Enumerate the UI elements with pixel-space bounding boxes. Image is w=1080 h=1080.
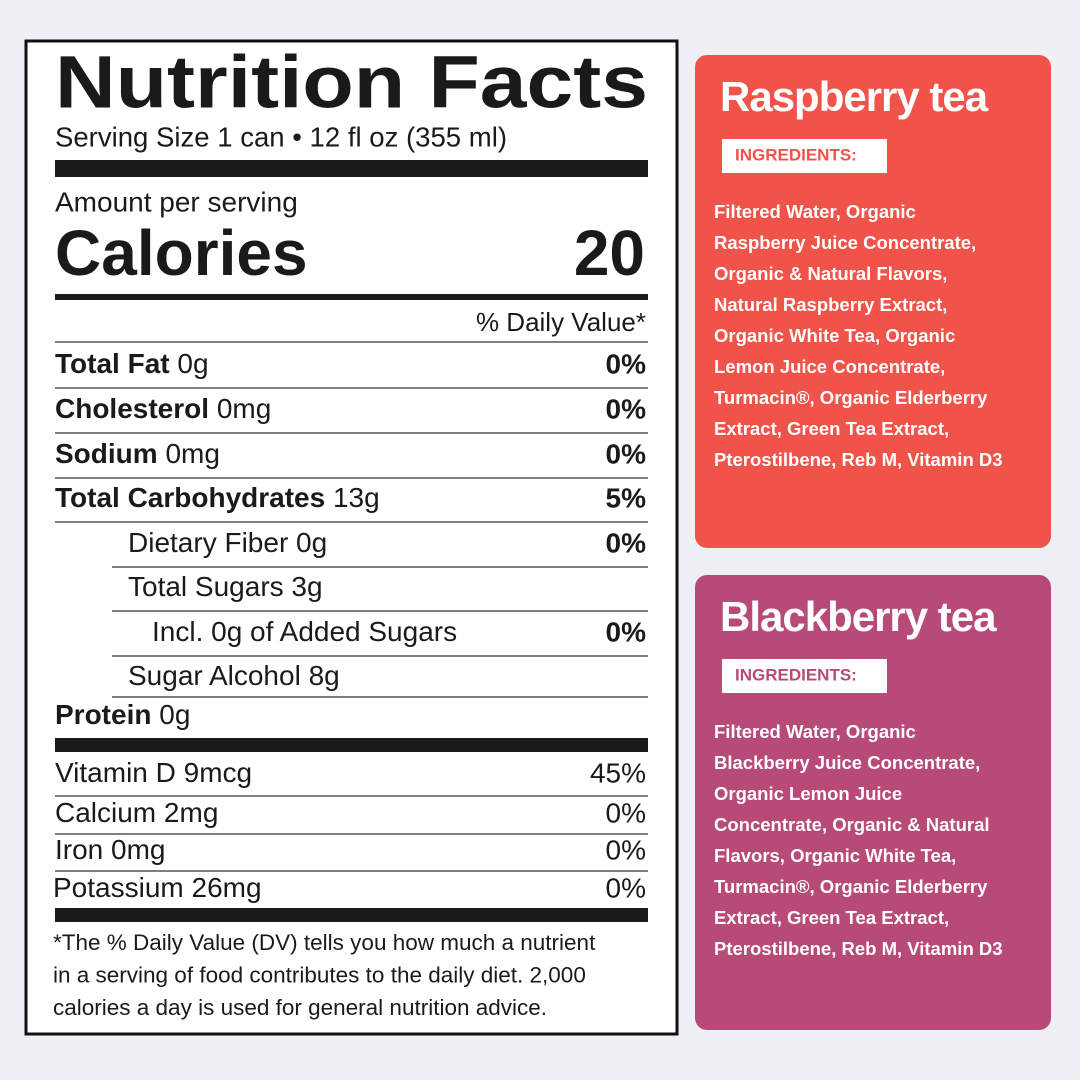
nutrient-amount: 0mg	[111, 834, 165, 865]
medium-rule	[55, 294, 648, 300]
nutrient-amount: 13g	[333, 482, 380, 513]
nutrient-row: Total Sugars 3g	[128, 571, 323, 602]
footnote-line: in a serving of food contributes to the …	[53, 962, 586, 987]
nutrient-amount: 0mg	[165, 438, 219, 469]
ingredient-line: Raspberry Juice Concentrate,	[714, 232, 976, 253]
daily-value-header: % Daily Value*	[476, 307, 646, 337]
nutrient-amount: 0g	[177, 348, 208, 379]
ingredient-line: Pterostilbene, Reb M, Vitamin D3	[714, 938, 1003, 959]
nutrient-name: Sugar Alcohol	[128, 660, 301, 691]
nutrient-dv: 0%	[606, 872, 646, 903]
nutrient-dv: 0%	[606, 348, 647, 379]
nutrient-row: Dietary Fiber 0g	[128, 527, 327, 558]
ingredients-badge	[722, 139, 887, 173]
nutrient-name: Vitamin D	[55, 757, 176, 788]
thick-rule	[55, 160, 648, 177]
ingredient-line: Natural Raspberry Extract,	[714, 294, 947, 315]
nutrient-dv: 0%	[606, 797, 646, 828]
label-box	[24, 39, 679, 1036]
nutrient-row: Total Fat 0g	[55, 348, 209, 379]
calories-value: 20	[574, 217, 645, 289]
ingredients-label: INGREDIENTS:	[735, 145, 857, 164]
nutrient-row: Potassium 26mg	[53, 872, 262, 903]
nutrient-name: Iron	[55, 834, 103, 865]
raspberry-card	[695, 55, 1051, 548]
nutrient-amount: 9mcg	[184, 757, 252, 788]
nutrient-amount: 0g	[296, 527, 327, 558]
nutrient-row: Total Carbohydrates 13g	[55, 482, 380, 513]
nutrient-dv: 0%	[606, 438, 647, 469]
nutrient-name: Protein	[55, 699, 151, 730]
nutrient-dv: 5%	[606, 482, 647, 513]
ingredient-line: Flavors, Organic White Tea,	[714, 845, 956, 866]
nutrient-dv: 0%	[606, 393, 647, 424]
nutrient-name: Sodium	[55, 438, 158, 469]
footnote-line: calories a day is used for general nutri…	[53, 995, 547, 1020]
nutrient-dv: 0%	[606, 616, 647, 647]
nutrient-amount: 2mg	[164, 797, 218, 828]
nutrient-row: Calcium 2mg	[55, 797, 218, 828]
ingredient-line: Extract, Green Tea Extract,	[714, 418, 949, 439]
amount-per-serving: Amount per serving	[55, 186, 298, 217]
ingredient-line: Filtered Water, Organic	[714, 201, 916, 222]
nutrient-amount: 0g	[159, 699, 190, 730]
nutrient-row: Sugar Alcohol 8g	[128, 660, 340, 691]
nutrient-amount: 0mg	[217, 393, 271, 424]
ingredient-line: Organic White Tea, Organic	[714, 325, 955, 346]
ingredient-line: Organic Lemon Juice	[714, 783, 902, 804]
nutrient-amount: 3g	[291, 571, 322, 602]
card-title: Raspberry tea	[720, 73, 989, 120]
nutrient-name: Cholesterol	[55, 393, 209, 424]
ingredient-line: Extract, Green Tea Extract,	[714, 907, 949, 928]
nutrient-amount: 26mg	[192, 872, 262, 903]
nutrient-name: Total Carbohydrates	[55, 482, 325, 513]
label-title: Nutrition Facts	[55, 41, 648, 124]
nutrient-name: Dietary Fiber	[128, 527, 288, 558]
ingredients-badge	[722, 659, 887, 693]
ingredient-line: Organic & Natural Flavors,	[714, 263, 947, 284]
thick-rule	[55, 908, 648, 922]
nutrient-dv: 45%	[590, 757, 646, 788]
nutrient-dv: 0%	[606, 834, 646, 865]
thick-rule	[55, 738, 648, 752]
card-title: Blackberry tea	[720, 593, 997, 640]
nutrient-name: Potassium	[53, 872, 184, 903]
nutrient-row: Iron 0mg	[55, 834, 166, 865]
nutrient-row: Protein 0g	[55, 699, 190, 730]
nutrient-name: Total Fat	[55, 348, 170, 379]
calories-label: Calories	[55, 217, 308, 289]
ingredients-label: INGREDIENTS:	[735, 665, 857, 684]
serving-size: Serving Size 1 can • 12 fl oz (355 ml)	[55, 121, 507, 152]
ingredient-line: Blackberry Juice Concentrate,	[714, 752, 980, 773]
nutrient-name: Calcium	[55, 797, 156, 828]
ingredient-line: Lemon Juice Concentrate,	[714, 356, 945, 377]
ingredient-line: Turmacin®, Organic Elderberry	[714, 387, 988, 408]
nutrient-name: Total Sugars	[128, 571, 284, 602]
footnote-line: *The % Daily Value (DV) tells you how mu…	[53, 930, 596, 955]
nutrient-name: Incl. 0g of Added Sugars	[152, 616, 457, 647]
nutrient-row: Sodium 0mg	[55, 438, 220, 469]
nutrient-row: Vitamin D 9mcg	[55, 757, 252, 788]
ingredient-line: Concentrate, Organic & Natural	[714, 814, 990, 835]
nutrient-dv: 0%	[606, 527, 647, 558]
nutrient-row: Incl. 0g of Added Sugars	[152, 616, 457, 647]
ingredient-line: Turmacin®, Organic Elderberry	[714, 876, 988, 897]
ingredient-line: Pterostilbene, Reb M, Vitamin D3	[714, 449, 1003, 470]
nutrient-row: Cholesterol 0mg	[55, 393, 271, 424]
nutrient-amount: 8g	[309, 660, 340, 691]
ingredient-line: Filtered Water, Organic	[714, 721, 916, 742]
